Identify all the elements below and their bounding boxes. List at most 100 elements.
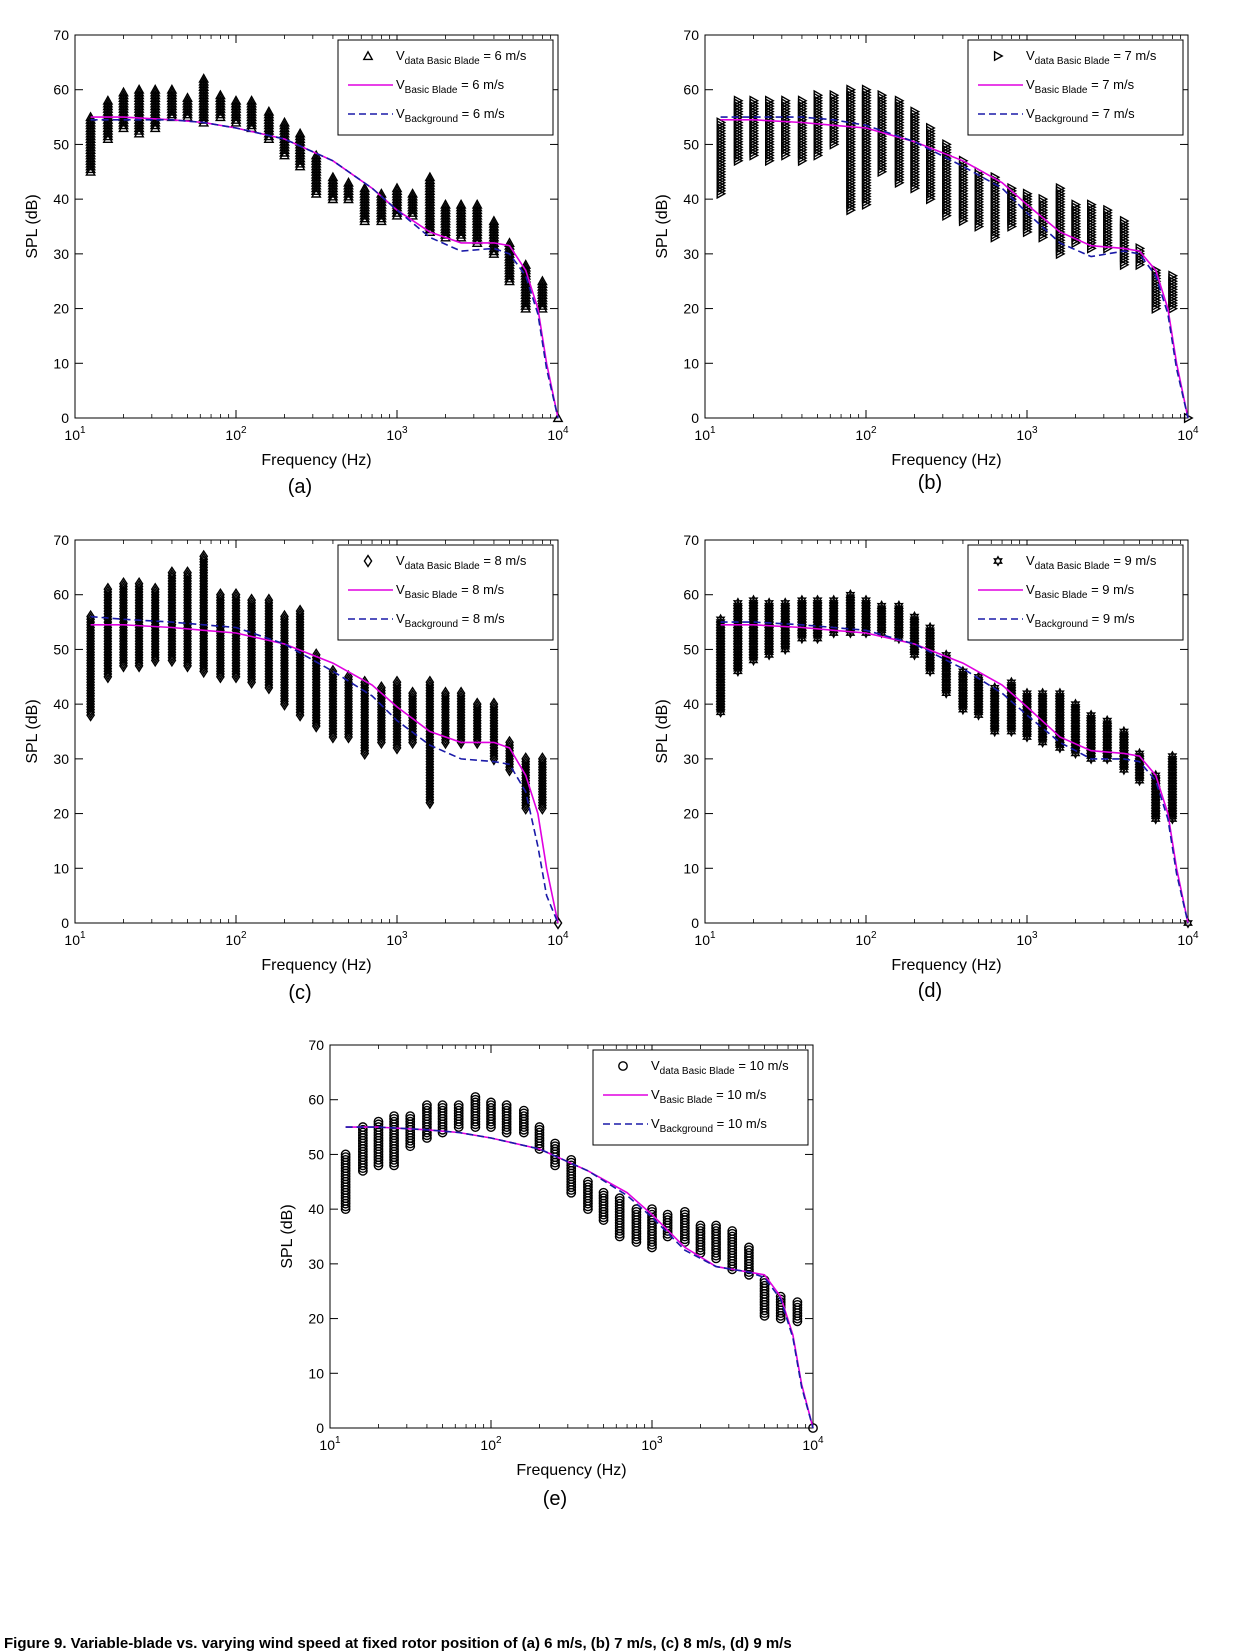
data-point (764, 632, 774, 645)
data-point (1037, 698, 1048, 710)
data-point (230, 103, 242, 113)
data-point (748, 605, 759, 617)
data-point (215, 108, 226, 119)
data-point (1038, 193, 1049, 205)
axis-ticks (329, 1044, 814, 1429)
data-point (1102, 714, 1113, 727)
data-point (424, 177, 436, 187)
data-point (1070, 709, 1081, 721)
data-point (310, 188, 322, 198)
data-point (792, 1297, 803, 1308)
data-point (942, 139, 952, 150)
data-point (797, 616, 807, 628)
data-point (1006, 709, 1017, 721)
data-point (149, 111, 161, 122)
data-point (453, 1105, 464, 1116)
y-tick-label: 60 (683, 587, 699, 603)
data-point (973, 679, 984, 691)
data-point (455, 212, 467, 223)
data-point (764, 95, 775, 107)
data-point (118, 86, 129, 97)
data-point (941, 660, 952, 672)
data-point (1168, 270, 1179, 282)
data-point (909, 619, 920, 631)
data-point (1037, 725, 1048, 738)
data-point (471, 231, 483, 242)
data-point (764, 646, 774, 658)
data-point (909, 610, 920, 623)
data-point (828, 599, 839, 612)
data-point (424, 190, 436, 201)
data-point (246, 95, 257, 105)
data-point (748, 616, 759, 628)
data-point (764, 643, 774, 656)
data-point (828, 602, 839, 615)
data-point (1086, 717, 1096, 730)
axis-ticks (74, 34, 559, 419)
data-point (537, 278, 548, 288)
data-point (715, 632, 726, 645)
legend-marker (993, 555, 1003, 567)
data-point (310, 166, 322, 176)
data-point (989, 690, 1000, 702)
data-point (183, 566, 192, 580)
legend-marker (363, 554, 373, 568)
data-point (1022, 687, 1032, 699)
data-point (521, 752, 531, 766)
data-point (764, 629, 774, 642)
data-point (958, 690, 968, 702)
x-axis-label: Frequency (Hz) (891, 957, 1001, 974)
data-point (1054, 706, 1065, 718)
data-point (1006, 714, 1017, 727)
data-point (407, 207, 418, 217)
data-point (732, 660, 743, 672)
data-point (1167, 755, 1178, 768)
data-point (424, 196, 436, 206)
data-point (715, 651, 726, 664)
data-point (1037, 717, 1048, 729)
data-point (695, 1223, 706, 1234)
data-point (295, 604, 305, 618)
data-point (486, 1100, 496, 1111)
data-point (215, 95, 226, 105)
data-point (520, 264, 532, 275)
data-point (812, 599, 823, 612)
data-point (732, 665, 743, 678)
data-point (327, 182, 339, 193)
data-point (1037, 693, 1048, 705)
y-tick-label: 30 (683, 751, 699, 767)
data-point (845, 605, 856, 617)
legend-entry: Vdata Basic Blade = 6 m/s (396, 48, 527, 67)
data-point (424, 215, 436, 226)
data-point (715, 638, 726, 650)
data-point (359, 185, 371, 196)
data-point (1022, 698, 1032, 710)
data-point (310, 152, 322, 163)
data-point (876, 608, 887, 620)
data-point (407, 193, 418, 204)
data-point (407, 196, 418, 206)
data-point (133, 122, 145, 133)
data-point (958, 155, 969, 167)
y-tick-label: 0 (61, 410, 69, 426)
data-point (715, 643, 726, 656)
data-point (925, 632, 935, 645)
data-point (893, 619, 904, 631)
data-point (373, 1116, 384, 1127)
data-point (359, 193, 371, 204)
chart-svg-a: 101 102 103 104 0 10 20 30 40 50 60 70 Frequency (Hz… (24, 27, 569, 469)
y-tick-label: 10 (308, 1365, 324, 1381)
y-tick-label: 50 (683, 136, 699, 152)
data-point (1167, 753, 1178, 765)
data-point (504, 261, 515, 272)
data-point (424, 171, 436, 182)
data-point (1070, 728, 1081, 740)
data-point (989, 698, 1000, 710)
data-point (294, 152, 306, 163)
data-point (973, 703, 984, 716)
data-point (520, 294, 532, 305)
data-point (1102, 723, 1113, 735)
data-point (876, 619, 887, 631)
data-point (1102, 725, 1113, 738)
y-tick-label: 60 (53, 82, 69, 98)
